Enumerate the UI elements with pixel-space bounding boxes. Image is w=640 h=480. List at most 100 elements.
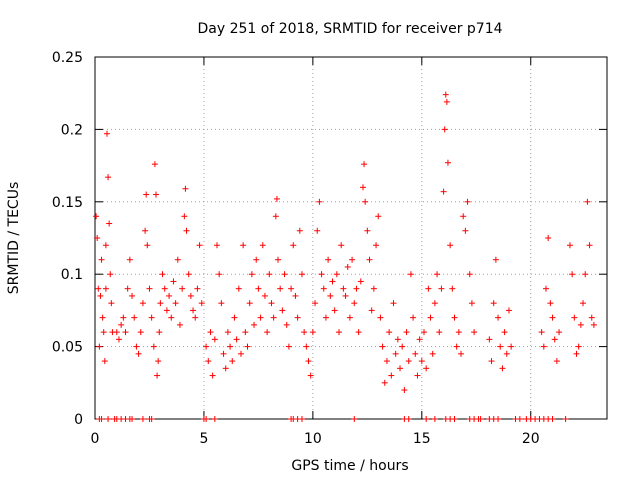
- data-point: [353, 285, 360, 292]
- data-point: [425, 285, 432, 292]
- y-tick-label: 0.1: [61, 267, 83, 283]
- data-point: [444, 159, 451, 166]
- data-point: [545, 235, 552, 241]
- data-point: [562, 416, 569, 422]
- data-point: [501, 329, 508, 336]
- data-point: [586, 242, 593, 249]
- data-point: [142, 227, 149, 234]
- data-point: [244, 343, 251, 350]
- data-point: [264, 329, 271, 336]
- data-point: [340, 285, 347, 292]
- axis-ticks: 0 0.05 0.1 0.15 0.2 0.25 0 5 10 15 20: [52, 50, 607, 447]
- data-point: [441, 126, 448, 133]
- data-point: [179, 285, 186, 292]
- data-point: [155, 358, 162, 365]
- data-point: [410, 314, 417, 321]
- x-tick-label: 10: [304, 431, 322, 447]
- data-point: [170, 278, 177, 285]
- data-point: [553, 358, 560, 365]
- data-point: [331, 307, 338, 314]
- data-point: [246, 300, 253, 307]
- data-point: [405, 416, 412, 422]
- data-point: [174, 256, 181, 263]
- data-point: [505, 307, 512, 314]
- data-point: [549, 314, 556, 321]
- data-point: [438, 285, 445, 292]
- data-point: [349, 256, 356, 263]
- data-point: [436, 329, 443, 336]
- data-point: [418, 358, 425, 365]
- data-point: [333, 271, 340, 278]
- data-marks: [93, 91, 597, 422]
- data-point: [309, 329, 316, 336]
- data-point: [294, 314, 301, 321]
- data-point: [549, 416, 556, 422]
- data-point: [329, 278, 336, 285]
- data-point: [235, 285, 242, 292]
- data-point: [370, 285, 377, 292]
- data-point: [499, 365, 506, 372]
- x-tick-label: 0: [91, 431, 100, 447]
- data-point: [540, 343, 547, 350]
- data-point: [182, 185, 189, 192]
- data-point: [266, 271, 273, 278]
- y-tick-label: 0.2: [61, 122, 83, 138]
- data-point: [471, 329, 478, 336]
- data-point: [429, 350, 436, 357]
- data-point: [368, 307, 375, 314]
- data-point: [150, 343, 157, 350]
- data-point: [322, 314, 329, 321]
- data-point: [468, 300, 475, 307]
- data-point: [151, 161, 158, 168]
- data-point: [516, 416, 523, 422]
- data-point: [577, 321, 584, 328]
- data-point: [108, 300, 115, 307]
- data-point: [229, 358, 236, 365]
- data-point: [394, 336, 401, 343]
- data-point: [198, 300, 205, 307]
- data-point: [351, 300, 358, 307]
- data-point: [157, 300, 164, 307]
- data-point: [257, 314, 264, 321]
- data-point: [168, 314, 175, 321]
- data-point: [231, 314, 238, 321]
- plot-frame: [94, 56, 608, 420]
- data-point: [590, 321, 597, 328]
- x-axis-label: GPS time / hours: [291, 458, 408, 474]
- data-point: [423, 416, 430, 422]
- data-point: [211, 336, 218, 343]
- data-point: [412, 350, 419, 357]
- gridlines: [95, 57, 607, 419]
- data-point: [584, 198, 591, 205]
- data-point: [148, 314, 155, 321]
- data-point: [420, 329, 427, 336]
- data-point: [176, 321, 183, 328]
- y-tick-label: 0: [74, 412, 83, 428]
- data-point: [460, 213, 467, 220]
- data-point: [133, 343, 140, 350]
- data-point: [571, 314, 578, 321]
- data-point: [101, 358, 108, 365]
- data-point: [129, 292, 136, 299]
- data-point: [416, 336, 423, 343]
- data-point: [364, 227, 371, 234]
- data-point: [566, 242, 573, 249]
- data-point: [338, 242, 345, 249]
- data-point: [318, 271, 325, 278]
- data-point: [187, 292, 194, 299]
- data-point: [375, 213, 382, 220]
- data-point: [203, 416, 210, 422]
- data-point: [582, 271, 589, 278]
- data-point: [434, 271, 441, 278]
- data-point: [181, 213, 188, 220]
- y-tick-label: 0.25: [52, 50, 83, 66]
- data-point: [196, 242, 203, 249]
- data-point: [401, 387, 408, 394]
- data-point: [209, 372, 216, 379]
- data-point: [390, 300, 397, 307]
- data-point: [131, 314, 138, 321]
- data-point: [118, 321, 125, 328]
- data-point: [102, 285, 109, 292]
- data-point: [442, 91, 449, 98]
- data-point: [113, 329, 120, 336]
